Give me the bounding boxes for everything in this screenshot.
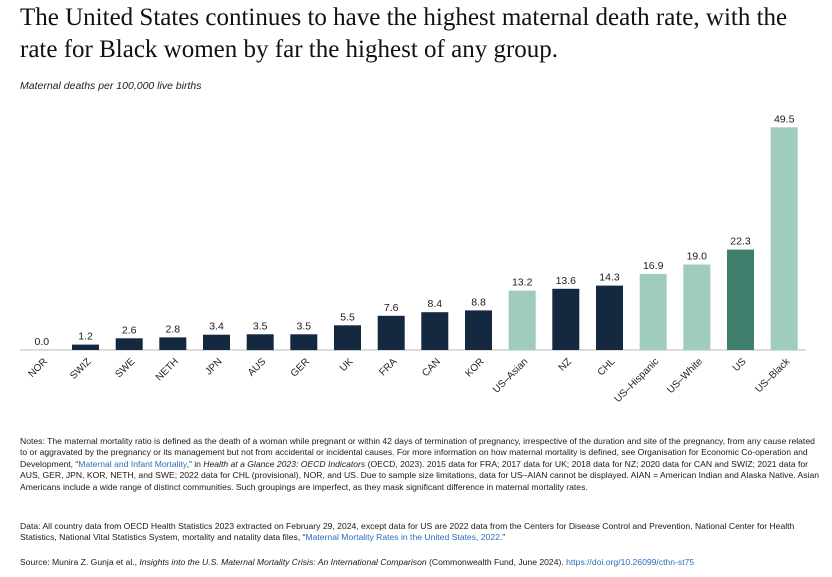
notes-publication-title: Health at a Glance 2023: OECD Indicators	[203, 458, 366, 469]
doi-link[interactable]: https://doi.org/10.26099/cthn-st75	[566, 557, 695, 567]
x-tick-label: NZ	[557, 356, 574, 373]
bar	[508, 290, 536, 350]
bar	[159, 337, 187, 350]
notes-text: Notes: The maternal mortality ratio is d…	[20, 436, 815, 469]
bar	[552, 288, 580, 350]
bar	[639, 273, 667, 350]
data-label: 3.5	[253, 320, 268, 332]
x-tick-label: CHL	[596, 356, 618, 378]
data-label: 3.4	[209, 321, 224, 333]
bar	[727, 249, 754, 350]
source-publication-title: Insights into the U.S. Maternal Mortalit…	[139, 557, 427, 567]
bar	[770, 127, 798, 351]
bar	[334, 325, 361, 351]
source-text: Source: Munira Z. Gunja et al.,	[20, 557, 140, 567]
x-tick-label: US–Asian	[491, 356, 530, 395]
data-label: 2.8	[165, 323, 180, 335]
data-text: Data: All country data from OECD Health …	[20, 521, 795, 543]
x-tick-label: GER	[289, 356, 312, 379]
data-label: 7.6	[384, 302, 399, 314]
data-label: 13.2	[512, 277, 533, 289]
bar	[421, 312, 449, 350]
data-label: 0.0	[34, 336, 49, 348]
x-tick-label: SWIZ	[68, 356, 93, 381]
notes-text: ,” in	[186, 458, 204, 469]
bar	[246, 334, 274, 351]
x-tick-label: US	[731, 356, 749, 374]
notes-paragraph: Notes: The maternal mortality ratio is d…	[20, 436, 820, 493]
x-tick-label: UK	[338, 356, 356, 374]
data-label: 1.2	[78, 331, 93, 343]
x-tick-label: KOR	[464, 356, 487, 379]
x-tick-label: FRA	[377, 356, 399, 378]
x-tick-label: JPN	[203, 356, 224, 377]
source-paragraph: Source: Munira Z. Gunja et al., Insights…	[20, 557, 820, 568]
data-label: 2.6	[122, 324, 137, 336]
bar-chart: 0.0 NOR 1.2 SWIZ 2.6 SWE 2.8 NETH 3.4 JPN 3.5 AUS 3.…	[20, 113, 806, 405]
x-tick-label: CAN	[420, 356, 443, 379]
data-label: 49.5	[774, 113, 795, 125]
data-label: 3.5	[296, 320, 311, 332]
data-paragraph: Data: All country data from OECD Health …	[20, 521, 820, 544]
bar	[596, 285, 623, 350]
maternal-mortality-rates-link[interactable]: Maternal Mortality Rates in the United S…	[305, 532, 500, 543]
x-tick-label: NOR	[26, 356, 50, 380]
bar	[203, 334, 230, 350]
source-text: (Commonwealth Fund, June 2024).	[426, 557, 567, 567]
x-tick-label: US–White	[665, 356, 705, 396]
x-tick-label: SWE	[113, 356, 137, 380]
bar	[290, 334, 318, 351]
x-tick-label: NETH	[154, 356, 181, 383]
bar	[683, 264, 711, 350]
notes-text: (OECD, 2023). 2015 data for FRA; 2017 da…	[20, 458, 820, 492]
data-text: .”	[499, 532, 506, 543]
data-label: 8.8	[471, 296, 486, 308]
data-label: 8.4	[427, 298, 442, 310]
data-label: 5.5	[340, 311, 355, 323]
data-label: 16.9	[643, 260, 664, 272]
chart-title: The United States continues to have the …	[20, 4, 788, 63]
data-label: 14.3	[599, 272, 620, 284]
x-tick-label: US–Black	[753, 356, 793, 396]
y-axis-label: Maternal deaths per 100,000 live births	[20, 80, 202, 92]
x-tick-label: US–Hispanic	[613, 356, 662, 405]
x-tick-label: AUS	[246, 356, 269, 379]
bar	[377, 315, 405, 350]
data-label: 13.6	[556, 275, 577, 287]
bar	[465, 310, 492, 350]
data-label: 22.3	[730, 236, 751, 248]
bar	[115, 338, 143, 350]
bar	[72, 344, 99, 350]
data-label: 19.0	[687, 251, 708, 263]
maternal-infant-mortality-link[interactable]: Maternal and Infant Mortality	[78, 458, 187, 469]
